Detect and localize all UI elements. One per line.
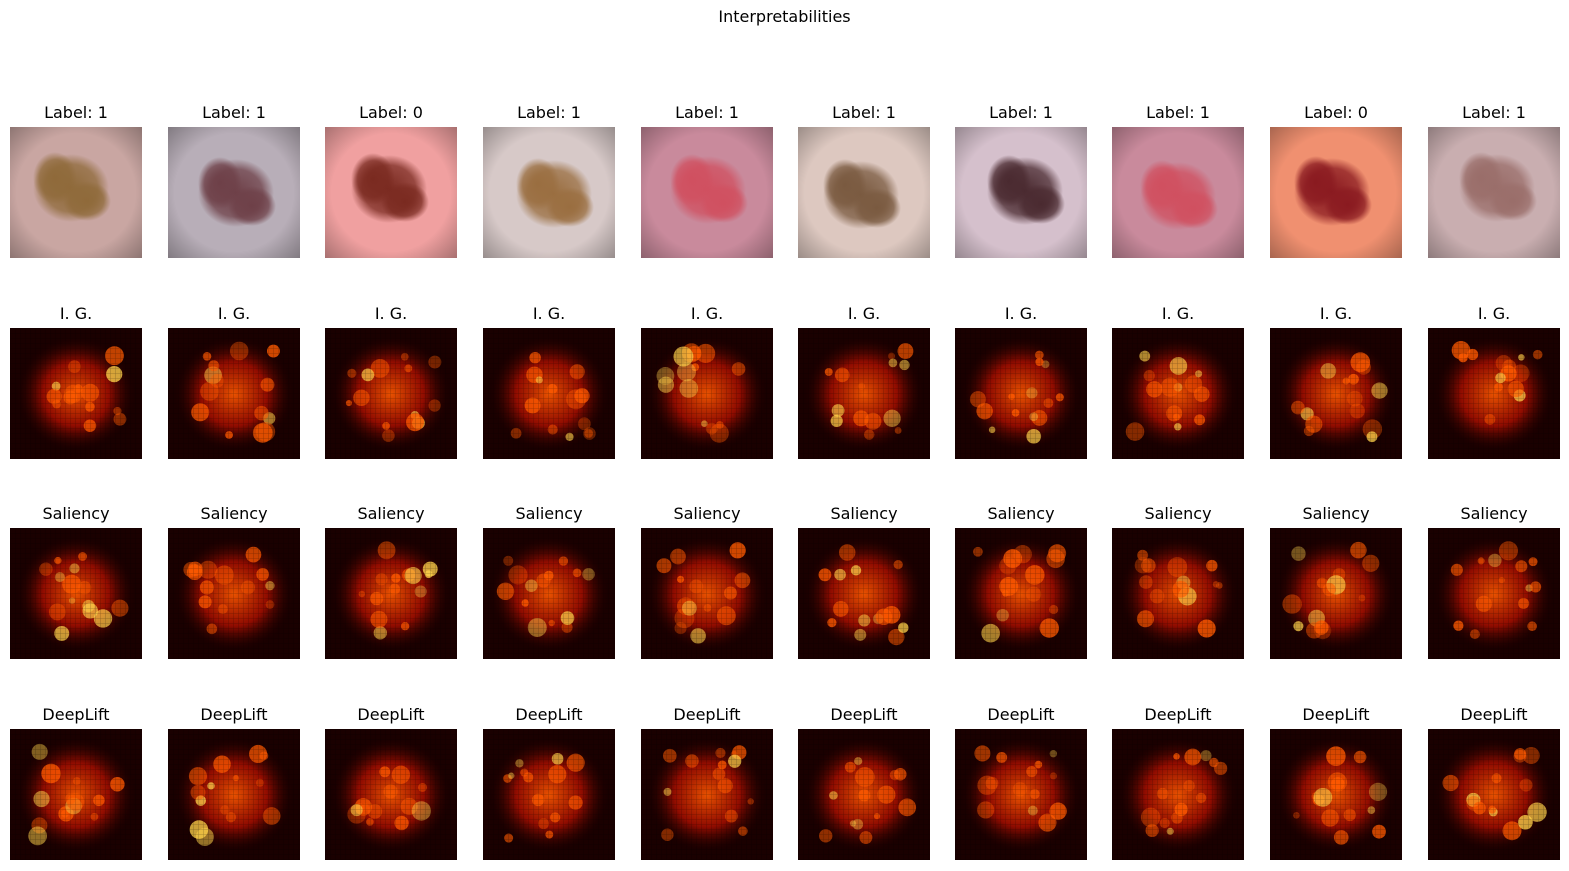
label-title-r0-c5: Label: 1 [832, 103, 896, 122]
label-title-r0-c7: Label: 1 [1146, 103, 1210, 122]
skin-lesion-image-r0-c9 [1428, 127, 1560, 258]
method-title-r2-c8: Saliency [1302, 504, 1370, 523]
method-title-r3-c3: DeepLift [515, 705, 583, 724]
skin-lesion-image-r0-c1 [168, 127, 300, 258]
skin-lesion-image-r0-c8 [1270, 127, 1402, 258]
attribution-heatmap-r2-c9 [1428, 528, 1560, 659]
attribution-heatmap-r3-c3 [483, 729, 615, 860]
attribution-heatmap-r3-c6 [955, 729, 1087, 860]
method-title-r2-c0: Saliency [42, 504, 110, 523]
attribution-heatmap-r2-c4 [641, 528, 773, 659]
label-title-r0-c2: Label: 0 [359, 103, 423, 122]
attribution-heatmap-r1-c8 [1270, 328, 1402, 459]
method-title-r2-c1: Saliency [200, 504, 268, 523]
label-title-r0-c0: Label: 1 [44, 103, 108, 122]
method-title-r3-c7: DeepLift [1144, 705, 1212, 724]
attribution-heatmap-r2-c6 [955, 528, 1087, 659]
attribution-heatmap-r2-c2 [325, 528, 457, 659]
method-title-r3-c9: DeepLift [1460, 705, 1528, 724]
method-title-r3-c1: DeepLift [200, 705, 268, 724]
method-title-r1-c3: I. G. [532, 304, 566, 323]
attribution-heatmap-r2-c7 [1112, 528, 1244, 659]
attribution-heatmap-r1-c7 [1112, 328, 1244, 459]
method-title-r3-c4: DeepLift [673, 705, 741, 724]
method-title-r2-c5: Saliency [830, 504, 898, 523]
method-title-r1-c4: I. G. [690, 304, 724, 323]
skin-lesion-image-r0-c0 [10, 127, 142, 258]
method-title-r1-c9: I. G. [1477, 304, 1511, 323]
attribution-heatmap-r1-c6 [955, 328, 1087, 459]
method-title-r1-c6: I. G. [1004, 304, 1038, 323]
method-title-r3-c0: DeepLift [42, 705, 110, 724]
attribution-heatmap-r3-c8 [1270, 729, 1402, 860]
attribution-heatmap-r3-c7 [1112, 729, 1244, 860]
attribution-heatmap-r3-c0 [10, 729, 142, 860]
label-title-r0-c3: Label: 1 [517, 103, 581, 122]
method-title-r2-c3: Saliency [515, 504, 583, 523]
method-title-r1-c1: I. G. [217, 304, 251, 323]
method-title-r1-c2: I. G. [374, 304, 408, 323]
method-title-r1-c5: I. G. [847, 304, 881, 323]
attribution-heatmap-r1-c0 [10, 328, 142, 459]
method-title-r2-c9: Saliency [1460, 504, 1528, 523]
attribution-heatmap-r2-c0 [10, 528, 142, 659]
attribution-heatmap-r1-c1 [168, 328, 300, 459]
skin-lesion-image-r0-c7 [1112, 127, 1244, 258]
attribution-heatmap-r1-c3 [483, 328, 615, 459]
attribution-heatmap-r3-c5 [798, 729, 930, 860]
method-title-r3-c8: DeepLift [1302, 705, 1370, 724]
skin-lesion-image-r0-c2 [325, 127, 457, 258]
skin-lesion-image-r0-c3 [483, 127, 615, 258]
attribution-heatmap-r2-c5 [798, 528, 930, 659]
attribution-heatmap-r1-c2 [325, 328, 457, 459]
label-title-r0-c9: Label: 1 [1462, 103, 1526, 122]
label-title-r0-c1: Label: 1 [202, 103, 266, 122]
method-title-r2-c7: Saliency [1144, 504, 1212, 523]
attribution-heatmap-r1-c9 [1428, 328, 1560, 459]
method-title-r3-c5: DeepLift [830, 705, 898, 724]
skin-lesion-image-r0-c6 [955, 127, 1087, 258]
method-title-r2-c2: Saliency [357, 504, 425, 523]
method-title-r3-c6: DeepLift [987, 705, 1055, 724]
attribution-heatmap-r3-c9 [1428, 729, 1560, 860]
method-title-r1-c8: I. G. [1319, 304, 1353, 323]
label-title-r0-c4: Label: 1 [675, 103, 739, 122]
label-title-r0-c8: Label: 0 [1304, 103, 1368, 122]
method-title-r1-c0: I. G. [59, 304, 93, 323]
label-title-r0-c6: Label: 1 [989, 103, 1053, 122]
skin-lesion-image-r0-c5 [798, 127, 930, 258]
method-title-r2-c4: Saliency [673, 504, 741, 523]
attribution-heatmap-r3-c4 [641, 729, 773, 860]
attribution-heatmap-r2-c3 [483, 528, 615, 659]
attribution-heatmap-r1-c5 [798, 328, 930, 459]
attribution-heatmap-r3-c2 [325, 729, 457, 860]
skin-lesion-image-r0-c4 [641, 127, 773, 258]
attribution-heatmap-r2-c8 [1270, 528, 1402, 659]
attribution-heatmap-r1-c4 [641, 328, 773, 459]
attribution-heatmap-r2-c1 [168, 528, 300, 659]
attribution-heatmap-r3-c1 [168, 729, 300, 860]
figure-title: Interpretabilities [718, 7, 851, 26]
method-title-r2-c6: Saliency [987, 504, 1055, 523]
method-title-r1-c7: I. G. [1161, 304, 1195, 323]
method-title-r3-c2: DeepLift [357, 705, 425, 724]
